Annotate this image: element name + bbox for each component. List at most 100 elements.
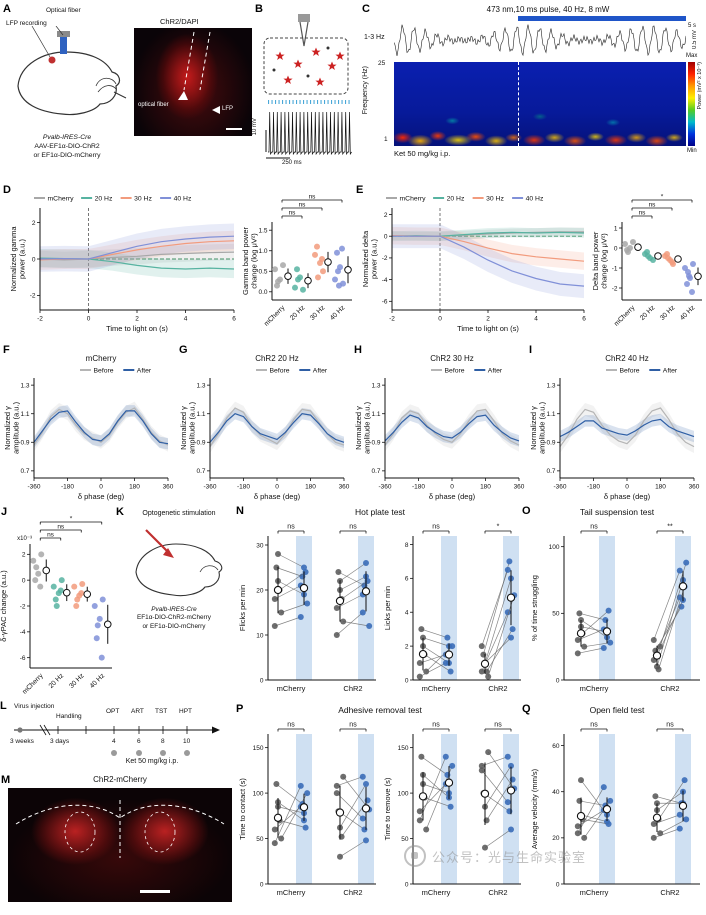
chart-text: ChR2: [488, 888, 507, 897]
chart-line: [336, 612, 364, 636]
chart-circle: [576, 811, 586, 821]
chart-circle: [442, 753, 449, 760]
chart-circle: [78, 590, 85, 597]
chart-circle: [284, 272, 292, 280]
chart-circle: [53, 603, 60, 609]
chart-circle: [42, 566, 51, 575]
chart-line: [579, 612, 606, 621]
chart-circle: [416, 817, 423, 824]
chart-text: 100: [549, 544, 560, 551]
chart-text: 180: [655, 484, 666, 491]
chart-line: [577, 647, 604, 654]
chart-text: 0: [99, 484, 103, 491]
chart-rect: [331, 100, 333, 104]
chart-line: [336, 594, 363, 609]
chart-circle: [681, 777, 688, 784]
region-outline: [144, 811, 176, 853]
virus-injection-label: Virus injection: [14, 703, 55, 710]
scale-bar: [140, 890, 170, 893]
adhesive-removal-title: Adhesive removal test: [338, 705, 422, 715]
chart-text: ns: [57, 524, 65, 531]
chart-text: 6: [232, 316, 236, 323]
chart-circle: [335, 596, 345, 606]
panel-a-caption: Pvalb-IRES-Cre AAV-EF1α-DIO-ChR2 or EF1α…: [4, 134, 130, 160]
chart-rect: [306, 100, 308, 104]
chart-text: Delta band power: [592, 231, 600, 290]
brain-schematic-k: [135, 529, 223, 597]
chart-circle: [420, 634, 426, 641]
chart-text: 180: [129, 484, 140, 491]
chart-circle: [314, 243, 320, 250]
chart-text: -2: [389, 316, 395, 323]
chart-text: 10: [256, 632, 264, 639]
chart-text: After: [313, 368, 328, 375]
virus-line2: or EF1α-DIO-mCherry: [142, 622, 206, 630]
chart-circle: [576, 610, 583, 617]
chart-text: mCherry: [86, 354, 117, 363]
pv-neuron-icon: [327, 61, 337, 70]
chart-text: 0.7: [371, 468, 380, 475]
chart-circle: [50, 583, 57, 590]
chart-line: [274, 806, 302, 830]
chart-text: 60: [552, 743, 560, 750]
chart-circle: [333, 790, 340, 797]
watermark: 公众号：光与生命实验室: [404, 845, 586, 867]
chart-text: amplitude (a.u.): [363, 401, 372, 454]
chart-polyline: [394, 24, 686, 57]
contact-paired-chart: 0 50 100 150 Time to contact (s) ns mCherry ns C…: [238, 722, 376, 897]
trace-voltage-scale: 0.5 mV: [692, 30, 698, 50]
chart-circle: [478, 643, 485, 650]
chart-text: ns: [639, 210, 647, 217]
chart-circle: [278, 835, 285, 842]
cerebellum-line: [95, 77, 117, 87]
stimulation-arrow: [145, 529, 171, 555]
chart-circle: [272, 266, 278, 273]
chart-line: [339, 783, 367, 828]
chart-circle: [304, 600, 311, 607]
chart-text: Time to contact (s): [238, 778, 247, 840]
chart-polyline: [392, 235, 585, 287]
chart-rect: [271, 100, 273, 104]
chart-line: [658, 779, 685, 820]
chart-line: [279, 820, 306, 828]
chart-text: 0: [625, 484, 629, 491]
chart-text: amplitude (a.u.): [12, 401, 21, 454]
chart-text: mCherry: [277, 888, 306, 897]
chart-circle: [509, 626, 516, 633]
chart-circle: [52, 596, 59, 603]
chart-line: [343, 621, 370, 627]
chart-text: mCherry: [422, 888, 451, 897]
chart-text: 180: [305, 484, 316, 491]
chart-text: 4: [534, 316, 538, 323]
chart-text: 30 Hz: [68, 672, 86, 690]
chart-text: 2: [135, 316, 139, 323]
pv-neuron-icon: [335, 51, 345, 60]
chart-circle: [359, 815, 366, 822]
chart-text: 20 Hz: [639, 304, 657, 322]
chart-circle: [600, 784, 607, 791]
chart-text: 0: [32, 256, 36, 263]
arrowhead-icon: [178, 91, 188, 100]
chart-rect: [296, 536, 312, 680]
chart-text: ns: [299, 202, 307, 209]
panel-letter-a: A: [3, 3, 11, 15]
axis-break: [39, 724, 47, 736]
chart-line: [580, 619, 608, 638]
chart-text: *: [70, 516, 73, 523]
chart-text: 0.7: [196, 468, 205, 475]
chart-text: 2: [32, 220, 36, 227]
chart-text: 1.1: [196, 411, 205, 418]
chart-circle: [333, 632, 340, 638]
chart-text: 20 Hz: [48, 672, 66, 690]
chart-circle: [683, 559, 690, 566]
chart-line: [656, 791, 684, 811]
chart-circle: [98, 654, 105, 661]
chart-text: 1.5: [258, 228, 267, 235]
chart-circle: [678, 582, 688, 591]
chart-polyline: [384, 408, 520, 446]
chart-text: mCherry: [277, 684, 306, 693]
chart-text: Normalized γ: [4, 406, 12, 450]
days-label: 3 days: [50, 738, 70, 745]
chart-text: 0.9: [20, 440, 29, 447]
timeline: [14, 724, 220, 736]
